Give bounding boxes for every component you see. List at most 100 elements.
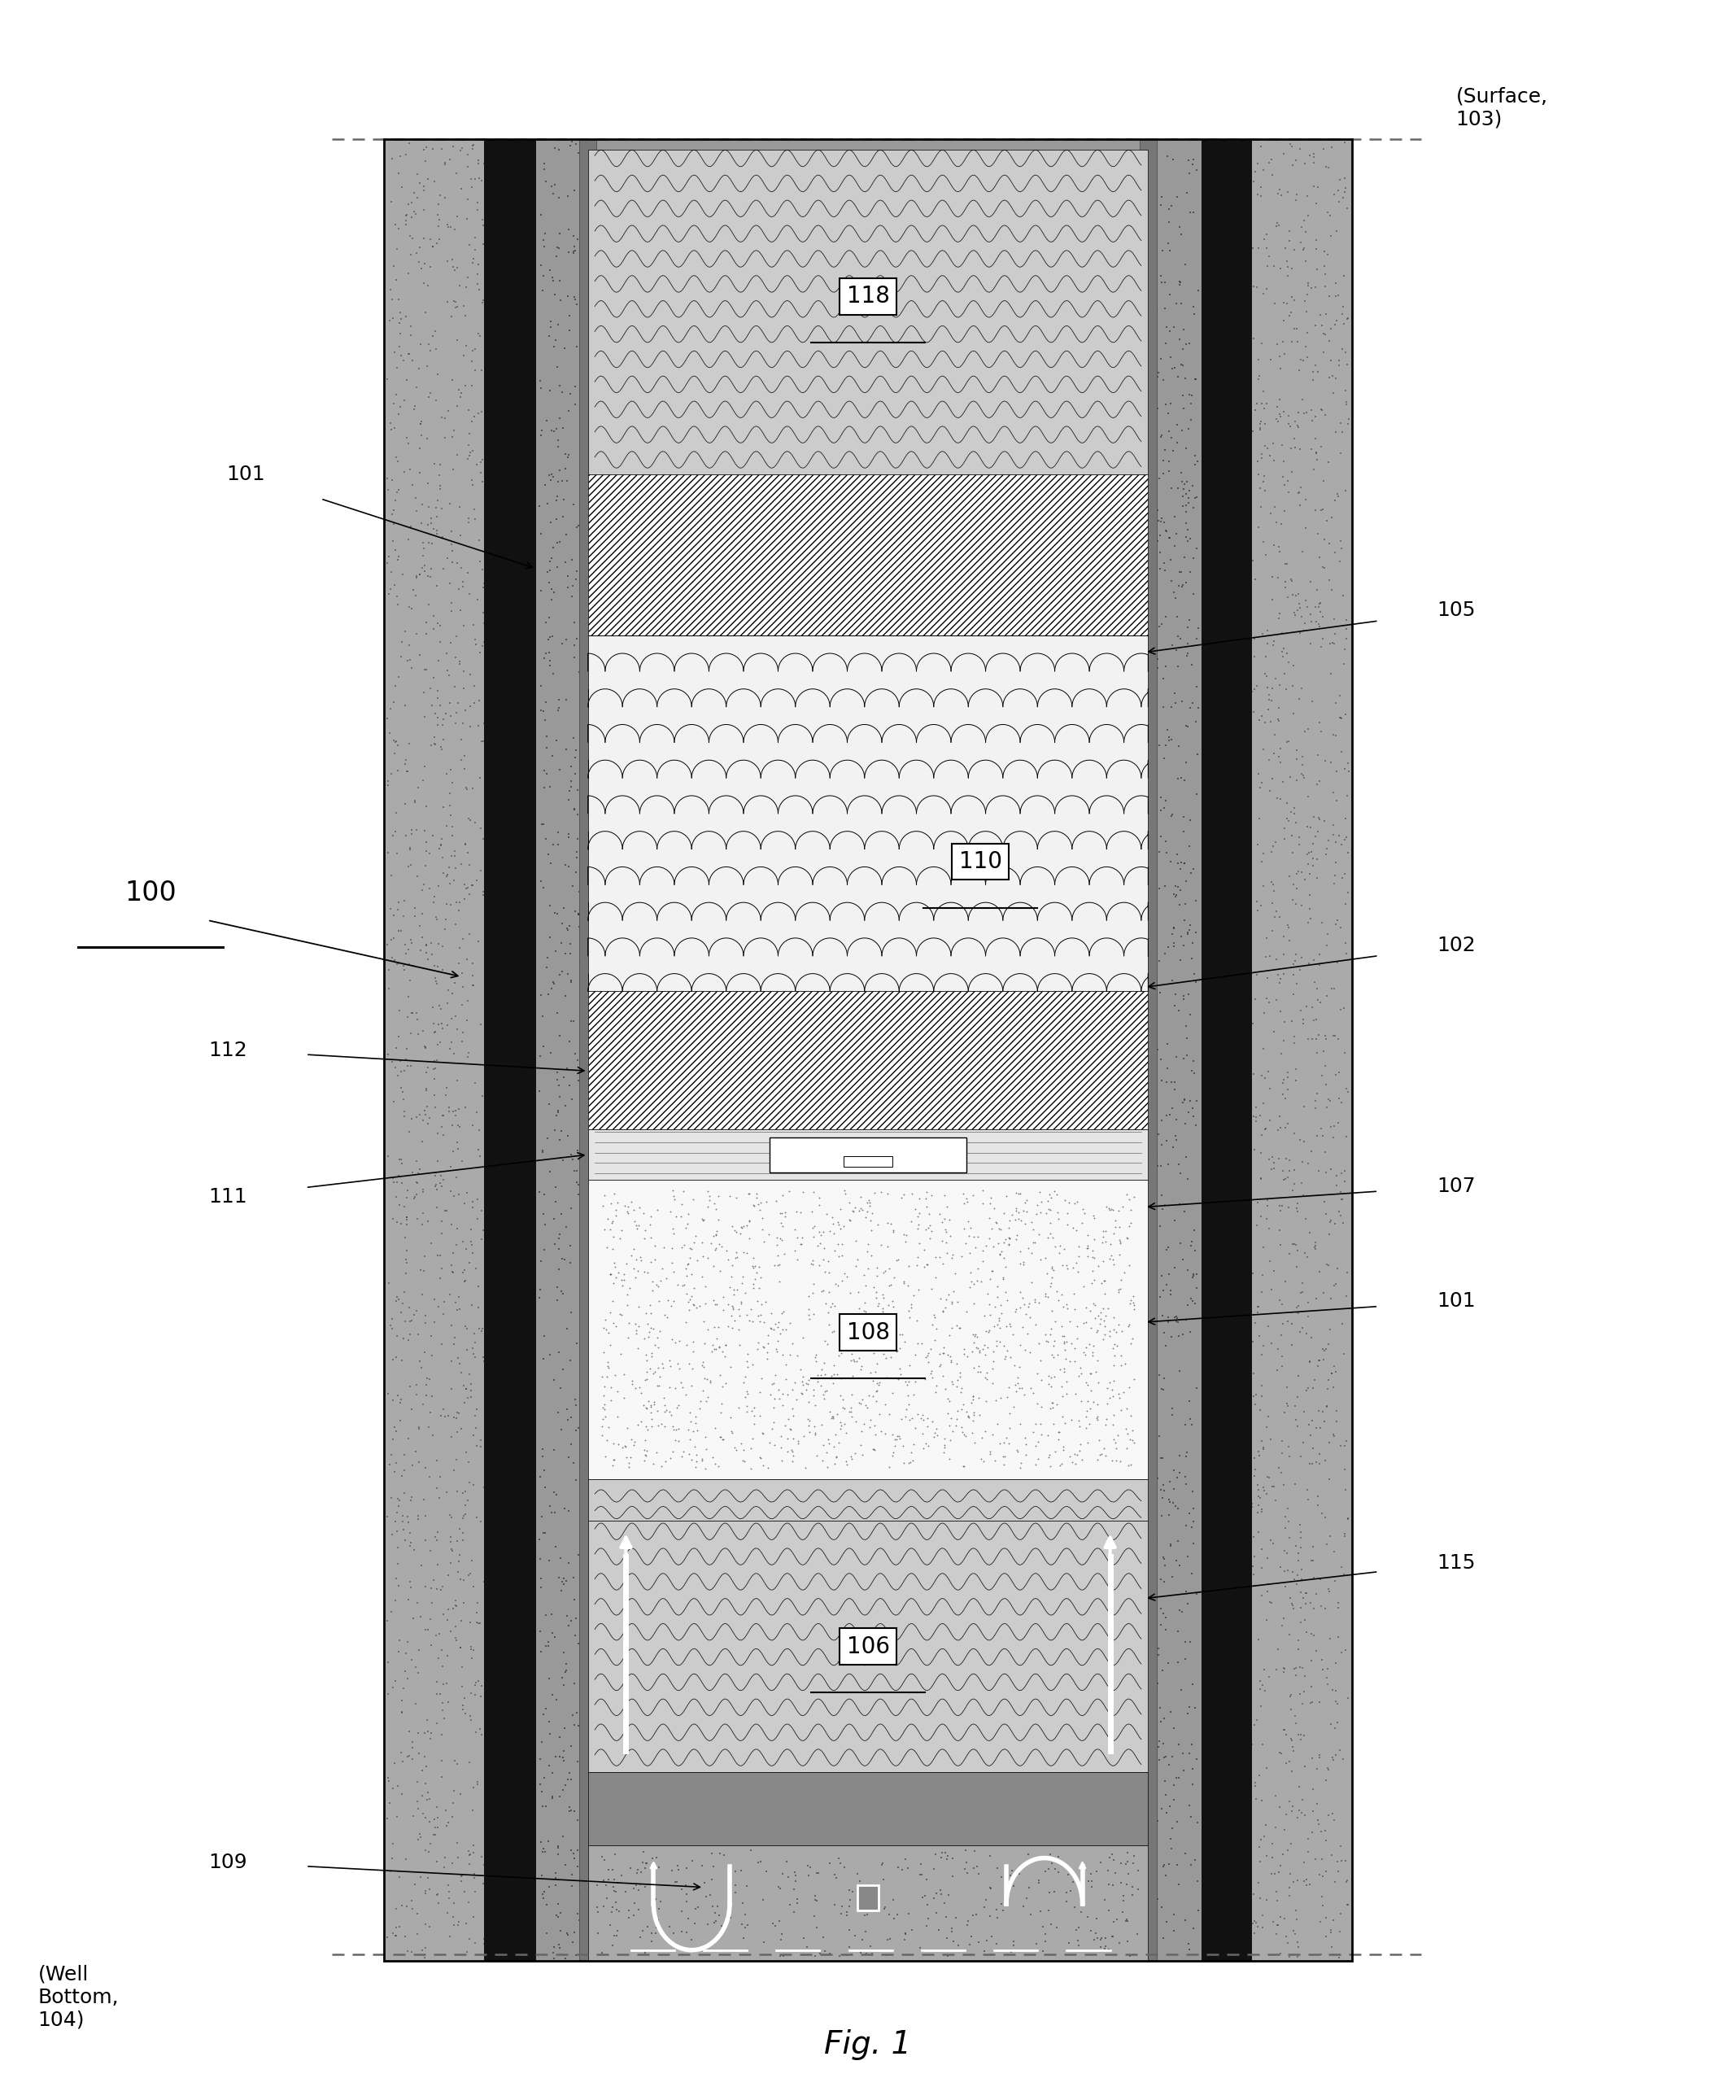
Point: [1099, 1193, 1127, 1226]
Point: [660, 1409, 687, 1443]
Point: [1269, 1308, 1297, 1342]
Point: [738, 1250, 766, 1283]
Point: [1139, 1690, 1167, 1724]
Point: [1264, 1884, 1292, 1917]
Point: [1335, 1502, 1363, 1535]
Point: [767, 1205, 795, 1239]
Point: [425, 179, 453, 212]
Point: [733, 1394, 760, 1428]
Point: [953, 1340, 981, 1373]
Point: [828, 1226, 856, 1260]
Point: [1293, 848, 1321, 882]
Point: [1285, 1409, 1312, 1443]
Point: [1292, 244, 1319, 277]
Point: [429, 1651, 457, 1684]
Point: [373, 1919, 401, 1953]
Point: [1292, 284, 1319, 317]
Point: [373, 472, 401, 506]
Point: [1179, 491, 1207, 525]
Point: [970, 1298, 998, 1331]
Point: [1286, 1531, 1314, 1564]
Point: [700, 1220, 727, 1254]
Point: [1276, 1680, 1304, 1714]
Point: [748, 1415, 776, 1449]
Point: [665, 1424, 693, 1457]
Point: [561, 233, 589, 267]
Point: [740, 1252, 767, 1285]
Point: [536, 622, 564, 655]
Point: [403, 158, 431, 191]
Point: [1043, 1911, 1071, 1945]
Point: [1257, 939, 1285, 972]
Point: [1259, 1140, 1286, 1174]
Point: [776, 1174, 804, 1208]
Point: [1104, 1308, 1132, 1342]
Point: [401, 1180, 429, 1214]
Point: [832, 1298, 859, 1331]
Point: [436, 143, 464, 176]
Point: [644, 1329, 672, 1363]
Point: [568, 983, 595, 1016]
Point: [554, 911, 582, 945]
Point: [417, 1396, 444, 1430]
Point: [448, 1224, 476, 1258]
Point: [399, 468, 427, 502]
Point: [1264, 781, 1292, 815]
Point: [804, 1228, 832, 1262]
Point: [736, 1203, 764, 1237]
Point: [1253, 273, 1281, 307]
Point: [1267, 995, 1295, 1029]
Point: [953, 1296, 981, 1329]
Point: [917, 1210, 944, 1243]
Point: [1323, 1159, 1351, 1193]
Point: [767, 1420, 795, 1453]
Point: [389, 1697, 417, 1730]
Point: [528, 1936, 556, 1970]
Point: [807, 1218, 835, 1252]
Point: [1184, 611, 1212, 645]
Point: [561, 741, 589, 775]
Point: [651, 1388, 679, 1422]
Point: [1307, 985, 1335, 1019]
Point: [1023, 1447, 1050, 1480]
Point: [528, 1877, 556, 1911]
Point: [528, 1134, 556, 1168]
Point: [1083, 1344, 1111, 1378]
Point: [1250, 733, 1278, 766]
Point: [1054, 1207, 1082, 1241]
Point: [406, 1098, 434, 1132]
Point: [934, 1189, 962, 1222]
Point: [1260, 529, 1288, 563]
Point: [884, 1363, 911, 1396]
Point: [1147, 1592, 1175, 1625]
Point: [717, 1865, 745, 1898]
Point: [392, 1243, 420, 1277]
Point: [1161, 634, 1189, 668]
Point: [1274, 464, 1302, 498]
Point: [1023, 1357, 1050, 1390]
Point: [561, 1583, 589, 1617]
Point: [535, 1088, 562, 1121]
Point: [715, 1934, 743, 1968]
Point: [1064, 1359, 1092, 1392]
Point: [529, 1432, 557, 1466]
Point: [707, 1359, 734, 1392]
Point: [694, 1380, 722, 1413]
Point: [1278, 1296, 1305, 1329]
Point: [1026, 1894, 1054, 1928]
Point: [460, 1634, 488, 1667]
Point: [1328, 701, 1356, 735]
Point: [1326, 162, 1354, 195]
Point: [401, 1298, 429, 1331]
Point: [871, 1938, 899, 1972]
Point: [1137, 410, 1165, 443]
Point: [1154, 1499, 1182, 1533]
Point: [1038, 1220, 1066, 1254]
Point: [1259, 1470, 1286, 1504]
Point: [444, 1905, 472, 1938]
Point: [569, 330, 597, 363]
Point: [1179, 926, 1207, 960]
Point: [885, 1317, 913, 1350]
Point: [436, 1094, 464, 1128]
Point: [599, 1205, 627, 1239]
